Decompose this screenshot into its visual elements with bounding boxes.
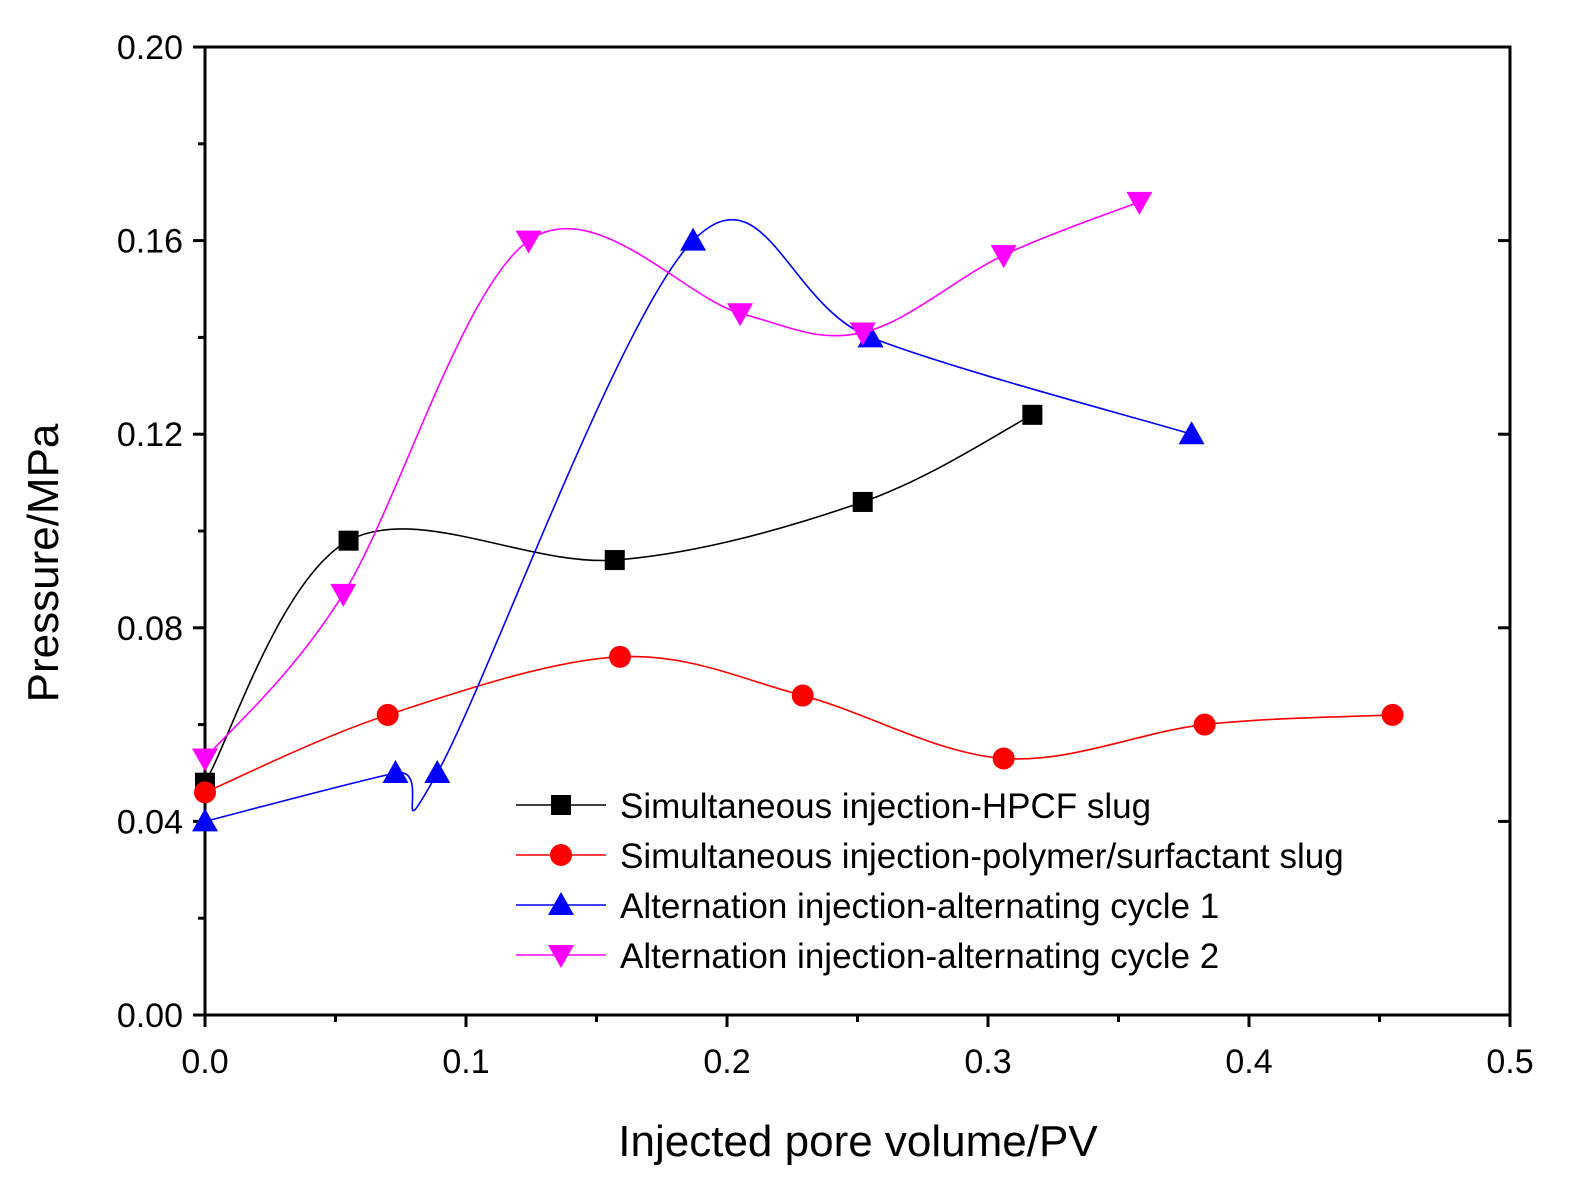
x-tick-label: 0.4 bbox=[1225, 1043, 1272, 1081]
data-point-alternating-cycle-2 bbox=[990, 245, 1017, 269]
x-tick-label: 0.0 bbox=[181, 1043, 228, 1081]
data-point-hpcf-slug bbox=[338, 530, 359, 551]
data-point-alternating-cycle-2 bbox=[1126, 191, 1153, 215]
series-layer bbox=[192, 191, 1404, 832]
data-point-polymer-surfactant-slug bbox=[608, 645, 631, 668]
data-point-hpcf-slug bbox=[852, 491, 873, 512]
y-tick-label: 0.12 bbox=[117, 416, 183, 454]
legend-marker bbox=[548, 892, 574, 915]
data-point-polymer-surfactant-slug bbox=[992, 747, 1015, 770]
data-point-hpcf-slug bbox=[604, 550, 625, 571]
x-axis-label: Injected pore volume/PV bbox=[618, 1117, 1098, 1166]
series-alternating-cycle-1 bbox=[192, 218, 1205, 832]
legend-label: Alternation injection-alternating cycle … bbox=[620, 887, 1219, 926]
data-point-polymer-surfactant-slug bbox=[791, 684, 814, 707]
series-line-alternating-cycle-2 bbox=[204, 201, 1140, 759]
legend-marker bbox=[550, 844, 572, 866]
legend-label: Alternation injection-alternating cycle … bbox=[620, 937, 1219, 976]
y-axis: 0.00 0.04 0.08 0.12 0.16 0.20 bbox=[117, 29, 1510, 1035]
data-point-alternating-cycle-2 bbox=[727, 303, 754, 327]
data-point-alternating-cycle-2 bbox=[515, 230, 542, 254]
data-point-polymer-surfactant-slug bbox=[194, 781, 216, 804]
data-point-alternating-cycle-2 bbox=[330, 583, 357, 607]
data-point-alternating-cycle-2 bbox=[849, 322, 876, 346]
data-point-polymer-surfactant-slug bbox=[1193, 713, 1216, 736]
x-tick-label: 0.2 bbox=[703, 1043, 750, 1081]
data-point-alternating-cycle-2 bbox=[192, 748, 218, 772]
y-tick-label: 0.16 bbox=[117, 223, 183, 261]
data-point-alternating-cycle-1 bbox=[1178, 421, 1205, 445]
y-tick-label: 0.20 bbox=[117, 29, 183, 67]
data-point-alternating-cycle-1 bbox=[192, 808, 218, 832]
data-point-polymer-surfactant-slug bbox=[1381, 703, 1404, 726]
y-tick-label: 0.00 bbox=[117, 997, 183, 1035]
data-point-alternating-cycle-1 bbox=[424, 760, 451, 783]
y-tick-label: 0.08 bbox=[117, 610, 183, 648]
series-line-alternating-cycle-1 bbox=[204, 218, 1192, 823]
y-tick-label: 0.04 bbox=[117, 803, 183, 841]
legend: Simultaneous injection-HPCF slug Simultan… bbox=[516, 787, 1344, 976]
x-tick-label: 0.5 bbox=[1486, 1043, 1533, 1081]
data-point-polymer-surfactant-slug bbox=[376, 703, 399, 726]
series-hpcf-slug bbox=[195, 404, 1043, 793]
series-polymer-surfactant-slug bbox=[194, 645, 1404, 804]
data-point-alternating-cycle-1 bbox=[382, 760, 409, 783]
x-tick-label: 0.3 bbox=[964, 1043, 1011, 1081]
x-axis: 0.0 0.1 0.2 0.3 0.4 0.5 bbox=[181, 1015, 1534, 1081]
series-line-hpcf-slug bbox=[204, 414, 1033, 784]
legend-label: Simultaneous injection-polymer/surfactan… bbox=[620, 837, 1344, 876]
x-tick-label: 0.1 bbox=[442, 1043, 489, 1081]
series-alternating-cycle-2 bbox=[192, 191, 1153, 772]
legend-marker bbox=[551, 795, 571, 815]
legend-label: Simultaneous injection-HPCF slug bbox=[620, 787, 1151, 826]
y-axis-label: Pressure/MPa bbox=[19, 423, 68, 702]
legend-marker bbox=[548, 945, 574, 968]
data-point-hpcf-slug bbox=[1022, 404, 1043, 425]
data-point-alternating-cycle-1 bbox=[680, 227, 707, 251]
